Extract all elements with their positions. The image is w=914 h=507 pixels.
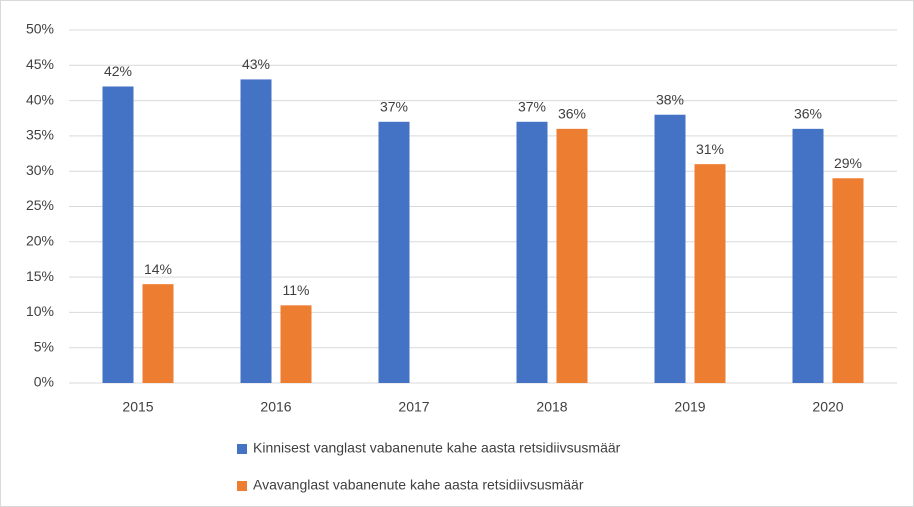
x-tick-label: 2015	[122, 399, 153, 415]
bar	[792, 128, 824, 383]
data-label: 11%	[283, 282, 310, 298]
bar	[142, 284, 174, 383]
data-label: 36%	[558, 106, 586, 122]
legend-label: Avavanglast vabanenute kahe aasta retsid…	[253, 477, 584, 493]
bar	[832, 178, 864, 383]
x-tick-label: 2020	[812, 399, 843, 415]
y-tick-label: 30%	[26, 162, 54, 178]
y-tick-label: 35%	[26, 127, 54, 143]
x-tick-label: 2017	[398, 399, 429, 415]
bar	[102, 86, 134, 383]
legend-swatch	[237, 481, 247, 491]
y-tick-label: 50%	[26, 21, 54, 37]
data-label: 38%	[656, 91, 684, 107]
y-tick-label: 0%	[34, 374, 54, 390]
bar	[556, 128, 588, 383]
y-tick-label: 25%	[26, 197, 54, 213]
data-label: 43%	[242, 56, 270, 72]
bar	[516, 121, 548, 383]
bar	[240, 79, 272, 384]
data-label: 37%	[518, 98, 546, 114]
data-label: 36%	[794, 106, 822, 122]
y-tick-label: 5%	[34, 338, 54, 354]
y-tick-label: 10%	[26, 303, 54, 319]
x-tick-label: 2018	[536, 399, 567, 415]
data-label: 37%	[380, 98, 408, 114]
bar	[378, 121, 410, 383]
data-label: 31%	[696, 141, 724, 157]
x-tick-label: 2019	[674, 399, 705, 415]
y-tick-label: 40%	[26, 91, 54, 107]
bar	[280, 305, 312, 383]
x-tick-label: 2016	[260, 399, 291, 415]
legend-label: Kinnisest vanglast vabanenute kahe aasta…	[253, 440, 621, 456]
bar	[694, 164, 726, 383]
y-tick-label: 15%	[26, 268, 54, 284]
data-label: 29%	[834, 155, 862, 171]
data-label: 42%	[104, 63, 132, 79]
y-tick-label: 45%	[26, 56, 54, 72]
legend-swatch	[237, 444, 247, 454]
bar	[654, 114, 686, 383]
data-label: 14%	[144, 261, 172, 277]
y-tick-label: 20%	[26, 233, 54, 249]
